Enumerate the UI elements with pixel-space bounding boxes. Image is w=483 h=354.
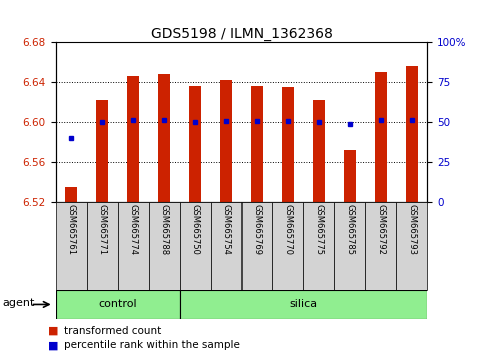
Text: ■: ■ (48, 340, 59, 350)
Bar (282, 87, 294, 202)
Text: GSM665788: GSM665788 (159, 205, 169, 256)
Text: GSM665770: GSM665770 (284, 205, 293, 256)
Bar (397, 202, 427, 290)
Bar (303, 202, 334, 290)
Bar (189, 86, 201, 202)
Bar (272, 202, 303, 290)
Text: GSM665754: GSM665754 (222, 205, 230, 255)
Bar (180, 202, 211, 290)
Text: ■: ■ (48, 326, 59, 336)
Bar (366, 202, 397, 290)
Bar (344, 150, 356, 202)
Bar (86, 202, 117, 290)
Text: transformed count: transformed count (64, 326, 161, 336)
Bar (220, 80, 232, 202)
Bar (149, 202, 180, 290)
Bar (158, 74, 170, 202)
Text: GSM665775: GSM665775 (314, 205, 324, 256)
Bar (56, 290, 180, 319)
Bar (117, 202, 149, 290)
Text: percentile rank within the sample: percentile rank within the sample (64, 340, 240, 350)
Bar (127, 76, 139, 202)
Text: agent: agent (2, 298, 35, 308)
Text: GSM665761: GSM665761 (67, 205, 75, 256)
Bar (242, 202, 272, 290)
Text: GSM665792: GSM665792 (376, 205, 385, 255)
Text: GSM665785: GSM665785 (345, 205, 355, 256)
Bar (313, 100, 325, 202)
Text: GSM665750: GSM665750 (190, 205, 199, 255)
Text: GSM665774: GSM665774 (128, 205, 138, 256)
Text: control: control (98, 299, 137, 309)
Text: GSM665793: GSM665793 (408, 205, 416, 256)
Bar (251, 86, 263, 202)
Bar (211, 202, 242, 290)
Text: silica: silica (289, 299, 317, 309)
Bar (56, 202, 86, 290)
Bar (65, 187, 77, 202)
Bar (180, 290, 427, 319)
Text: GSM665771: GSM665771 (98, 205, 107, 256)
Bar (335, 202, 366, 290)
Bar (375, 72, 387, 202)
Text: GSM665769: GSM665769 (253, 205, 261, 256)
Title: GDS5198 / ILMN_1362368: GDS5198 / ILMN_1362368 (151, 28, 332, 41)
Bar (96, 100, 108, 202)
Bar (406, 66, 418, 202)
